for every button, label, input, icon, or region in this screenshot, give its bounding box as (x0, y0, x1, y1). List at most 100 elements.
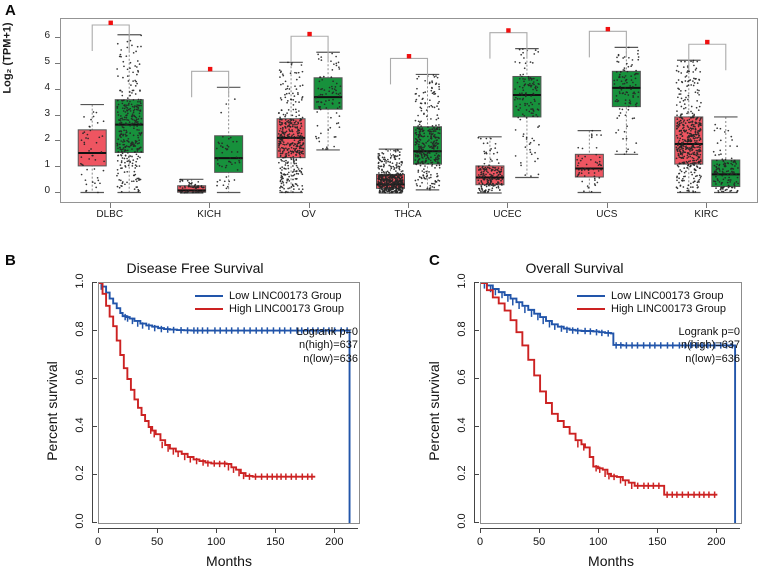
jitter-point (287, 61, 289, 64)
jitter-point (496, 151, 499, 154)
jitter-point (494, 142, 497, 145)
jitter-point (186, 191, 188, 193)
jitter-point (695, 133, 698, 136)
jitter-point (138, 129, 140, 131)
jitter-point (477, 179, 480, 182)
jitter-point (280, 146, 283, 149)
jitter-point (538, 125, 541, 127)
jitter-point (387, 183, 390, 186)
jitter-point (598, 176, 601, 179)
jitter-point (383, 172, 386, 174)
jitter-point (495, 186, 498, 189)
jitter-point (717, 191, 720, 194)
jitter-point (83, 141, 86, 144)
jitter-point (418, 176, 421, 178)
jitter-point (681, 152, 684, 154)
jitter-point (217, 157, 219, 159)
jitter-point (120, 184, 122, 187)
jitter-point (423, 135, 426, 138)
jitter-point (492, 152, 495, 155)
jitter-point (514, 98, 516, 101)
jitter-point (134, 173, 137, 176)
jitter-point (401, 183, 404, 185)
jitter-point (129, 161, 132, 163)
jitter-point (694, 146, 696, 149)
jitter-point (421, 160, 424, 163)
jitter-point (398, 179, 401, 182)
jitter-point (120, 148, 123, 151)
jitter-point (287, 119, 290, 122)
jitter-point (689, 138, 692, 140)
jitter-point (215, 147, 218, 150)
jitter-point (392, 187, 395, 190)
jitter-point (577, 173, 580, 176)
jitter-point (514, 88, 516, 90)
jitter-point (291, 142, 294, 145)
jitter-point (294, 71, 296, 74)
jitter-point (587, 172, 590, 174)
jitter-point (435, 139, 438, 142)
jitter-point (298, 76, 301, 79)
jitter-point (140, 131, 143, 134)
jitter-point (420, 102, 423, 105)
jitter-point (88, 150, 90, 152)
jitter-point (635, 105, 638, 108)
jitter-point (135, 66, 138, 68)
km-y-tick-mark (92, 378, 97, 379)
jitter-point (292, 188, 295, 190)
jitter-point (687, 156, 690, 158)
jitter-point (385, 181, 388, 184)
km-x-tick-mark (216, 528, 218, 533)
jitter-point (676, 127, 678, 130)
jitter-point (294, 183, 297, 185)
jitter-point (123, 107, 126, 110)
jitter-point (420, 176, 423, 179)
jitter-point (425, 172, 428, 175)
jitter-point (83, 131, 86, 133)
jitter-point (389, 189, 391, 192)
jitter-point (676, 179, 678, 182)
jitter-point (677, 165, 680, 168)
jitter-point (431, 150, 434, 152)
jitter-point (598, 156, 601, 159)
jitter-point (123, 171, 126, 173)
legend-swatch-low (195, 294, 223, 298)
jitter-point (380, 160, 383, 163)
jitter-point (478, 168, 480, 171)
jitter-point (294, 123, 296, 126)
jitter-point (120, 99, 123, 102)
jitter-point (131, 92, 133, 94)
jitter-point (615, 95, 618, 97)
jitter-point (536, 157, 539, 160)
jitter-point (135, 105, 138, 108)
jitter-point (519, 103, 521, 106)
jitter-point (319, 108, 322, 111)
jitter-point (190, 182, 192, 185)
jitter-point (731, 139, 733, 141)
jitter-point (220, 111, 223, 114)
jitter-point (123, 116, 126, 119)
jitter-point (396, 148, 399, 151)
jitter-point (438, 126, 441, 129)
jitter-point (689, 186, 692, 188)
significance-bracket (389, 57, 429, 85)
jitter-point (300, 122, 302, 125)
jitter-point (676, 137, 679, 139)
jitter-point (137, 134, 139, 137)
jitter-point (124, 133, 127, 136)
jitter-point (395, 174, 398, 177)
jitter-point (291, 137, 294, 139)
jitter-point (430, 173, 432, 176)
jitter-point (284, 96, 287, 99)
km-y-tick-mark (474, 474, 479, 475)
jitter-point (532, 81, 535, 83)
jitter-point (414, 143, 417, 146)
jitter-point (694, 122, 697, 125)
jitter-point (136, 104, 139, 106)
jitter-point (735, 180, 738, 183)
jitter-point (390, 155, 393, 157)
jitter-point (600, 164, 602, 167)
km-x-tick-label: 200 (325, 536, 344, 548)
jitter-point (416, 184, 418, 187)
jitter-point (291, 130, 294, 133)
